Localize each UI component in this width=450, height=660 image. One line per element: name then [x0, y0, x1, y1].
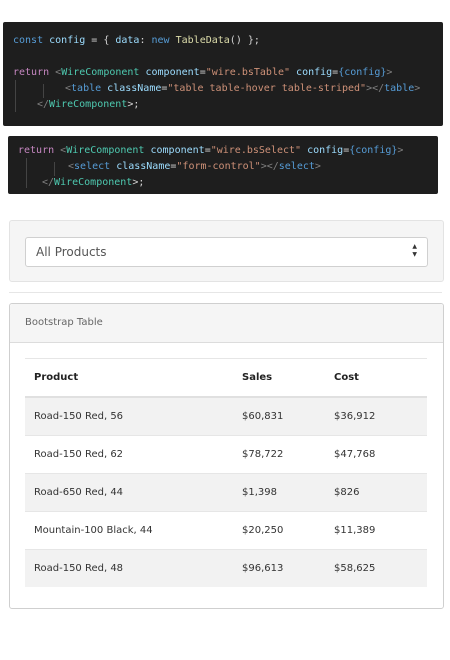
divider [9, 292, 442, 293]
table-row[interactable]: Road-150 Red, 48 $96,613 $58,625 [25, 549, 427, 587]
cell-cost: $36,912 [334, 396, 427, 436]
cell-product: Road-150 Red, 56 [25, 396, 242, 436]
code-line: </WireComponent>; [37, 99, 140, 110]
select-caret-icon: ▲ ▼ [412, 243, 417, 258]
products-table: Product Sales Cost Road-150 Red, 56 $60,… [25, 358, 427, 587]
code-line: <select className="form-control"></selec… [68, 161, 321, 172]
table-card-title: Bootstrap Table [25, 317, 103, 328]
select-card: All Products ▲ ▼ [9, 220, 444, 282]
cell-cost: $826 [334, 473, 427, 512]
table-row[interactable]: Road-650 Red, 44 $1,398 $826 [25, 473, 427, 512]
cell-product: Road-150 Red, 48 [25, 549, 242, 587]
code-line: return <WireComponent component="wire.bs… [13, 67, 393, 78]
cell-sales: $78,722 [242, 435, 334, 474]
code-block-table: const config = { data: new TableData() }… [3, 22, 443, 126]
table-row[interactable]: Mountain-100 Black, 44 $20,250 $11,389 [25, 511, 427, 550]
table-row[interactable]: Road-150 Red, 56 $60,831 $36,912 [25, 396, 427, 436]
table-header-row: Product Sales Cost [25, 358, 427, 398]
code-line: const config = { data: new TableData() }… [13, 35, 260, 46]
cell-product: Road-150 Red, 62 [25, 435, 242, 474]
table-row[interactable]: Road-150 Red, 62 $78,722 $47,768 [25, 435, 427, 474]
cell-sales: $20,250 [242, 511, 334, 550]
code-line: <table className="table table-hover tabl… [65, 83, 421, 94]
product-select[interactable]: All Products ▲ ▼ [25, 237, 428, 267]
cell-cost: $58,625 [334, 549, 427, 587]
column-header-sales[interactable]: Sales [242, 358, 334, 398]
table-card: Bootstrap Table Product Sales Cost Road-… [9, 303, 444, 609]
cell-product: Mountain-100 Black, 44 [25, 511, 242, 550]
cell-product: Road-650 Red, 44 [25, 473, 242, 512]
code-block-select: return <WireComponent component="wire.bs… [8, 136, 438, 194]
column-header-product[interactable]: Product [25, 358, 242, 398]
cell-sales: $96,613 [242, 549, 334, 587]
code-line: return <WireComponent component="wire.bs… [18, 145, 404, 156]
cell-cost: $11,389 [334, 511, 427, 550]
column-header-cost[interactable]: Cost [334, 358, 427, 398]
table-card-header: Bootstrap Table [10, 304, 443, 343]
product-select-value: All Products [36, 245, 107, 259]
cell-cost: $47,768 [334, 435, 427, 474]
cell-sales: $60,831 [242, 396, 334, 436]
code-line: </WireComponent>; [42, 177, 145, 188]
cell-sales: $1,398 [242, 473, 334, 512]
